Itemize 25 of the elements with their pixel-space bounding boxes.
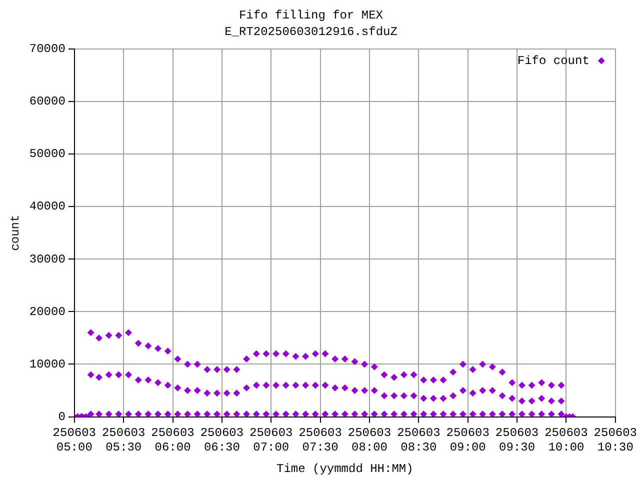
x-tick-label: 250603 10:30	[594, 426, 638, 455]
x-axis-title: Time (yymmdd HH:MM)	[276, 462, 414, 476]
x-tick-label: 250603 10:00	[544, 426, 588, 455]
y-tick-label: 0	[58, 410, 66, 424]
x-tick-label: 250603 08:30	[397, 426, 440, 455]
chart-title: Fifo filling for MEX	[238, 8, 384, 22]
x-tick-label: 250603 09:30	[495, 426, 539, 455]
y-tick-label: 30000	[29, 252, 66, 266]
y-tick-label: 60000	[29, 94, 66, 109]
legend-label: Fifo count	[517, 54, 590, 68]
x-tick-label: 250603 07:30	[298, 426, 342, 455]
chart-subtitle: E_RT20250603012916.sfduZ	[224, 24, 398, 39]
x-tick-label: 250603 09:00	[446, 426, 490, 455]
y-axis-title: count	[8, 214, 22, 251]
x-tick-label: 250603 05:00	[52, 426, 96, 455]
y-tick-label: 10000	[29, 357, 66, 372]
x-tick-label: 250603 08:00	[348, 426, 392, 455]
x-tick-label: 250603 05:30	[102, 426, 146, 455]
y-tick-label: 50000	[29, 147, 66, 162]
x-tick-label: 250603 07:00	[250, 426, 293, 455]
x-tick-label: 250603 06:30	[200, 426, 244, 455]
y-tick-label: 20000	[29, 304, 66, 319]
y-tick-label: 70000	[29, 42, 66, 56]
x-tick-label: 250603 06:00	[151, 426, 194, 455]
y-tick-label: 40000	[29, 200, 66, 214]
